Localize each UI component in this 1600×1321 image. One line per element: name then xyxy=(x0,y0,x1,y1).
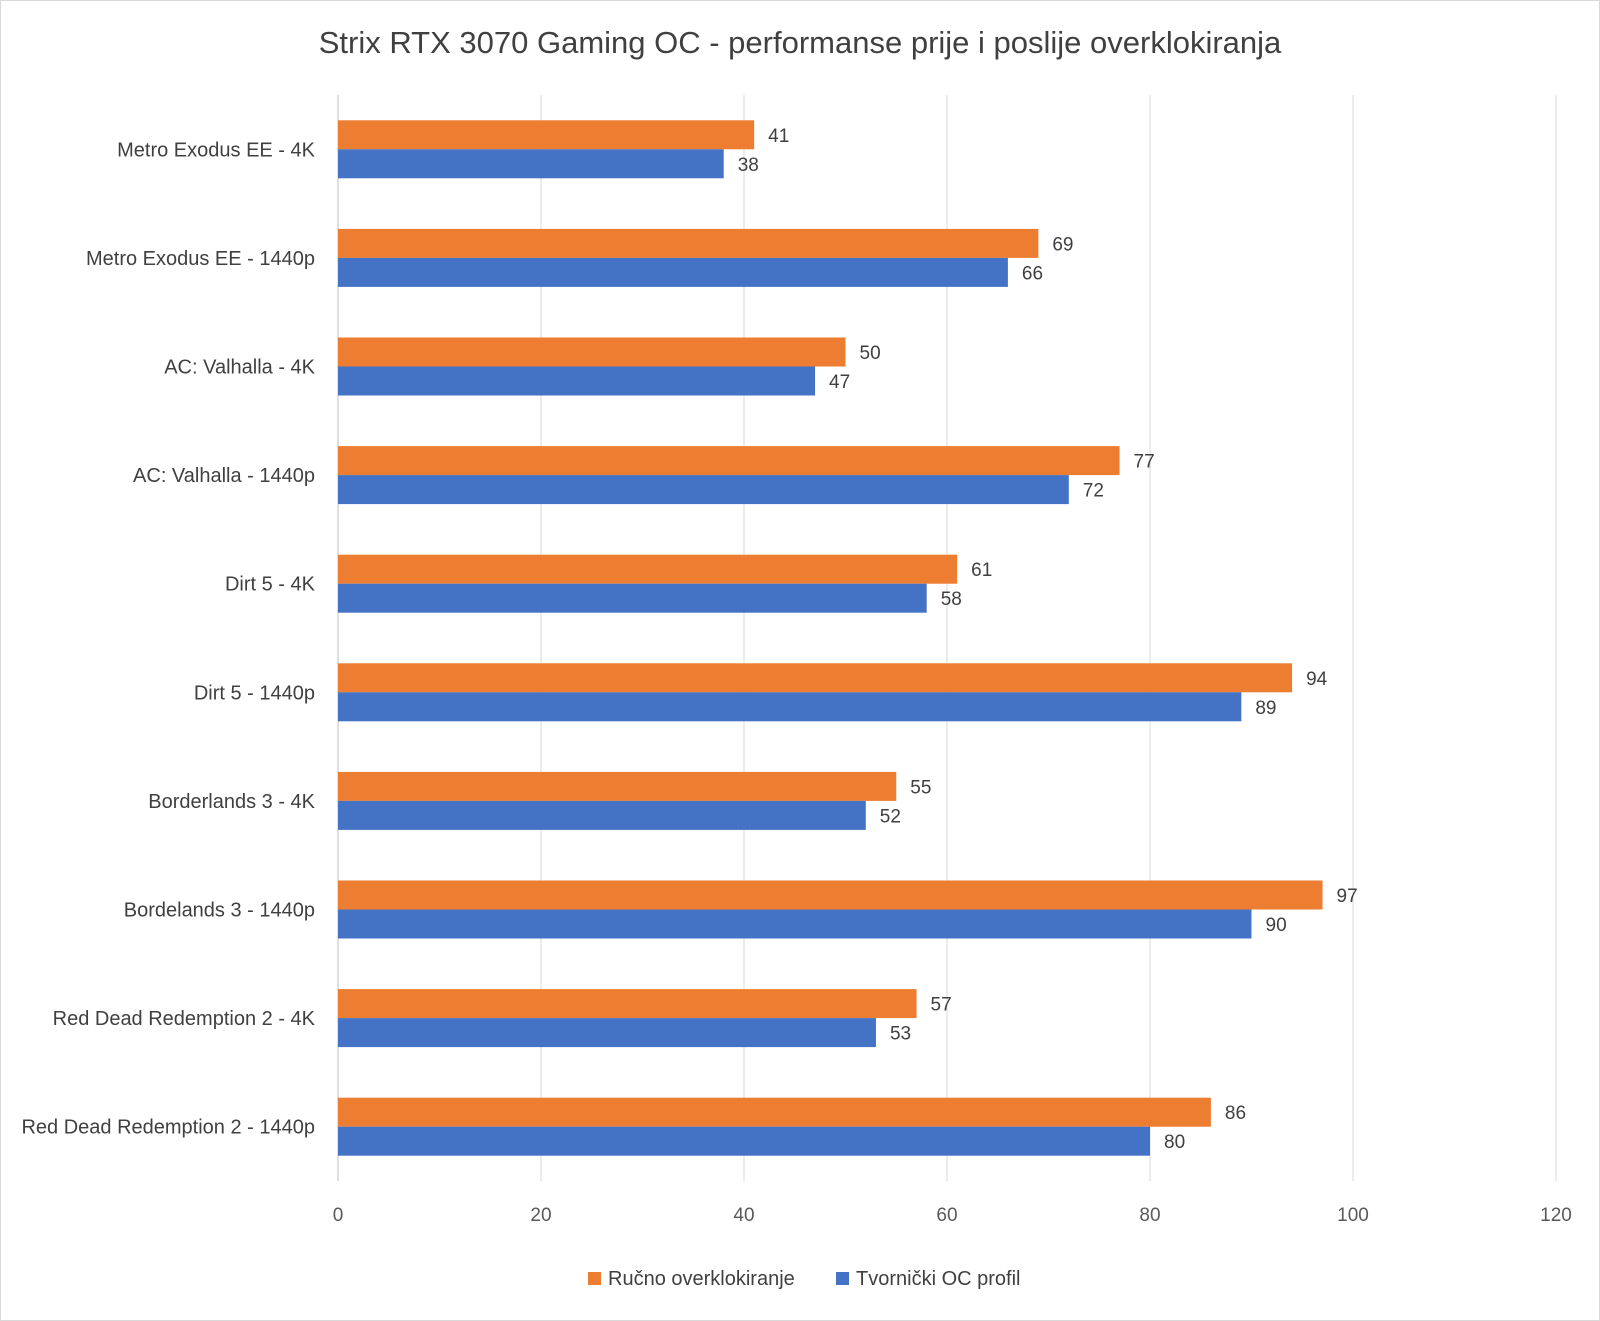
bar-manual-oc xyxy=(338,120,755,150)
x-tick-label: 120 xyxy=(1540,1205,1572,1226)
bar-factory-oc xyxy=(338,1018,876,1048)
bar-factory-oc xyxy=(338,583,927,613)
category-label: Borderlands 3 - 4K xyxy=(148,791,315,813)
data-label: 53 xyxy=(890,1024,911,1045)
data-label: 47 xyxy=(829,372,850,393)
data-label: 41 xyxy=(768,126,789,147)
bar-factory-oc xyxy=(338,692,1242,722)
x-tick-label: 20 xyxy=(530,1205,551,1226)
category-label: Dirt 5 - 1440p xyxy=(194,682,315,704)
legend: Ručno overklokiranje Tvornički OC profil xyxy=(588,1268,1020,1290)
bar-manual-oc xyxy=(338,337,846,367)
category-axis: Metro Exodus EE - 4K Metro Exodus EE - 14… xyxy=(21,139,315,1138)
bar-manual-oc xyxy=(338,228,1039,258)
chart-title: Strix RTX 3070 Gaming OC - performanse p… xyxy=(319,25,1282,60)
legend-label: Tvornički OC profil xyxy=(856,1268,1020,1290)
category-label: AC: Valhalla - 1440p xyxy=(133,465,315,487)
legend-label: Ručno overklokiranje xyxy=(608,1268,795,1290)
bar-factory-oc xyxy=(338,909,1252,939)
data-label: 77 xyxy=(1134,452,1155,473)
data-label: 89 xyxy=(1255,698,1276,719)
category-label: AC: Valhalla - 4K xyxy=(164,357,315,379)
data-label: 90 xyxy=(1266,915,1287,936)
data-label: 69 xyxy=(1052,234,1073,255)
category-label: Metro Exodus EE - 4K xyxy=(117,139,316,161)
category-label: Red Dead Redemption 2 - 1440p xyxy=(21,1117,315,1139)
bar-manual-oc xyxy=(338,554,958,584)
category-label: Dirt 5 - 4K xyxy=(225,574,316,596)
bar-factory-oc xyxy=(338,475,1069,505)
data-label: 86 xyxy=(1225,1103,1246,1124)
data-label: 50 xyxy=(860,343,881,364)
bar-factory-oc xyxy=(338,1126,1150,1156)
bar-factory-oc xyxy=(338,800,866,830)
bar-manual-oc xyxy=(338,1097,1211,1127)
bar-factory-oc xyxy=(338,366,816,396)
x-tick-label: 60 xyxy=(936,1205,957,1226)
data-label: 61 xyxy=(971,560,992,581)
value-axis: 0 20 40 60 80 100 120 xyxy=(333,1205,1572,1226)
category-label: Bordelands 3 - 1440p xyxy=(124,900,315,922)
category-label: Metro Exodus EE - 1440p xyxy=(86,248,315,270)
data-label: 55 xyxy=(910,777,931,798)
legend-swatch xyxy=(836,1272,849,1285)
data-labels: 41 38 69 66 50 47 77 72 61 58 94 89 55 52 97 90 57 53 86 80 xyxy=(738,126,1358,1153)
data-label: 66 xyxy=(1022,263,1043,284)
bar-factory-oc xyxy=(338,257,1008,287)
data-label: 80 xyxy=(1164,1132,1185,1153)
bar-manual-oc xyxy=(338,989,917,1019)
legend-swatch xyxy=(588,1272,601,1285)
x-tick-label: 100 xyxy=(1337,1205,1369,1226)
x-tick-label: 0 xyxy=(333,1205,344,1226)
x-tick-label: 40 xyxy=(733,1205,754,1226)
bar-manual-oc xyxy=(338,880,1323,910)
data-label: 57 xyxy=(931,995,952,1016)
bar-manual-oc xyxy=(338,663,1293,693)
category-label: Red Dead Redemption 2 - 4K xyxy=(53,1008,316,1030)
bar-manual-oc xyxy=(338,446,1120,476)
bars xyxy=(338,120,1323,1156)
bar-factory-oc xyxy=(338,149,724,179)
data-label: 58 xyxy=(941,589,962,610)
data-label: 38 xyxy=(738,155,759,176)
data-label: 97 xyxy=(1337,886,1358,907)
data-label: 94 xyxy=(1306,669,1328,690)
x-tick-label: 80 xyxy=(1139,1205,1160,1226)
bar-manual-oc xyxy=(338,771,897,801)
data-label: 52 xyxy=(880,806,901,827)
data-label: 72 xyxy=(1083,481,1104,502)
